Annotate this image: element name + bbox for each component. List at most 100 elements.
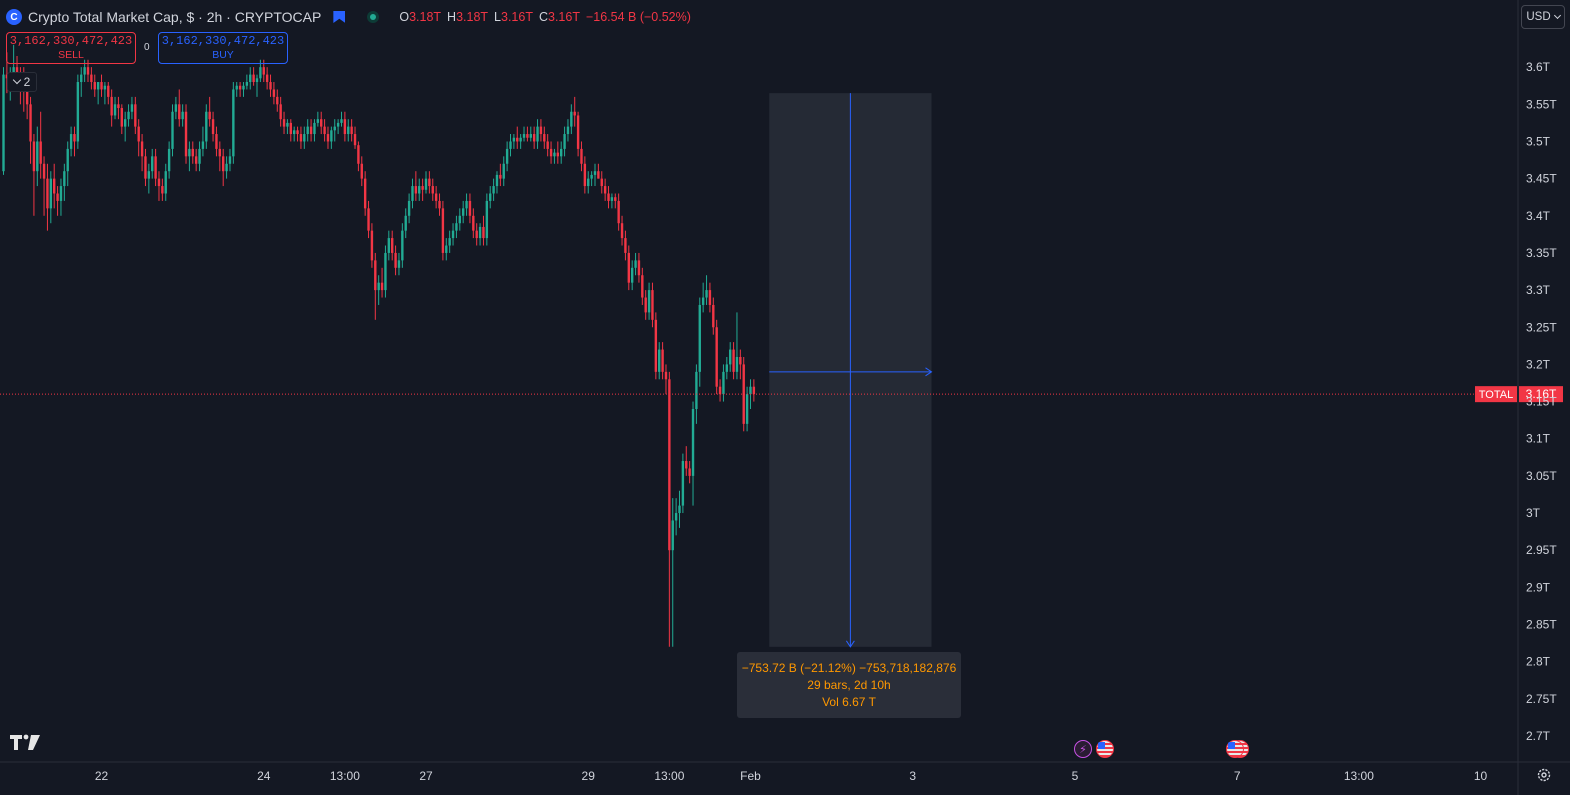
candle-body [191, 148, 194, 157]
candle [242, 82, 245, 97]
candle-body [137, 126, 140, 142]
candle [725, 356, 729, 380]
candle [512, 134, 516, 149]
price-tick-label: 2.95T [1526, 543, 1557, 557]
buy-price: 3,162,330,472,423 [161, 34, 285, 48]
currency-value: USD [1526, 11, 1551, 23]
candle [147, 163, 151, 194]
candle [708, 282, 712, 313]
candle-body [752, 386, 756, 395]
candle-body [384, 252, 387, 291]
bookmark-flag-icon[interactable] [333, 11, 345, 23]
candle-body [374, 260, 377, 291]
us-flag-event-icon[interactable] [1096, 740, 1114, 758]
candle [59, 178, 63, 216]
candle-body [76, 82, 80, 142]
candle [624, 230, 627, 261]
candle [745, 386, 749, 432]
candle [336, 119, 340, 135]
candle-body [418, 186, 421, 194]
candle [587, 171, 590, 194]
candle [685, 446, 688, 476]
candle-body [255, 78, 259, 83]
candle-body [492, 186, 495, 194]
price-tick-label: 2.85T [1526, 618, 1557, 632]
candle-body [299, 134, 303, 142]
candle [130, 96, 134, 120]
candle-body [556, 152, 560, 157]
spread-value: 0 [144, 42, 150, 53]
tradingview-logo-icon[interactable] [10, 732, 42, 750]
candle [144, 148, 147, 187]
candle-body [363, 178, 367, 209]
candle-body [238, 85, 242, 90]
candle-body [292, 130, 296, 135]
candle-body [576, 115, 580, 149]
candle-body [2, 74, 5, 172]
candle-body [668, 379, 671, 551]
candle [63, 163, 66, 201]
gear-icon[interactable] [1536, 767, 1552, 783]
candle [509, 134, 512, 157]
candle-body [630, 267, 634, 283]
market-status-icon[interactable] [367, 11, 380, 23]
price-tick-label: 3.05T [1526, 469, 1557, 483]
candle-body [637, 260, 641, 276]
time-tick-label: 13:00 [330, 769, 360, 783]
candle [681, 453, 685, 514]
candle-body [380, 282, 384, 291]
candle-body [276, 96, 279, 105]
currency-selector[interactable]: USD [1521, 5, 1565, 29]
candle [482, 215, 485, 246]
candle [93, 74, 96, 97]
candle [465, 193, 468, 216]
candle-body [120, 108, 123, 127]
candle-body [519, 137, 522, 142]
candle-body [641, 275, 644, 298]
candle-body [718, 386, 722, 395]
candle-body [539, 126, 543, 135]
candle-body [560, 148, 563, 157]
candle-body [495, 174, 499, 187]
candle-body [688, 468, 691, 476]
candle-body [205, 111, 208, 142]
candle-body [614, 197, 617, 201]
candle-body [580, 148, 583, 164]
last-price-label: TOTAL 3.16T [1475, 386, 1563, 403]
candle-body [502, 163, 505, 179]
us-flag-event-icon[interactable] [1226, 740, 1244, 758]
symbol-title[interactable]: Crypto Total Market Cap, $ · 2h · CRYPTO… [28, 9, 322, 25]
candle-body [154, 156, 157, 179]
candle [722, 364, 725, 402]
candle [171, 104, 174, 157]
sell-button[interactable]: 3,162,330,472,423 SELL [6, 32, 136, 64]
candle [282, 111, 286, 135]
buy-button[interactable]: 3,162,330,472,423 BUY [158, 32, 288, 64]
candle [211, 111, 215, 142]
price-tick-label: 2.9T [1526, 580, 1551, 594]
candle-body [245, 82, 249, 86]
candle [380, 267, 384, 298]
candle [705, 275, 708, 305]
candle-body [712, 304, 715, 328]
candle [718, 379, 722, 402]
candle [245, 74, 249, 90]
ohlc-values: O3.18T H3.18T L3.16T C3.16T −16.54 B (−0… [399, 10, 691, 24]
candle-body [32, 141, 36, 172]
candle-body [103, 85, 107, 90]
candle [580, 141, 583, 172]
candle [218, 141, 222, 172]
candle [627, 245, 630, 291]
candle [475, 223, 478, 246]
lightning-event-icon[interactable]: ⚡ [1074, 740, 1092, 758]
candle-body [475, 230, 478, 239]
candle [232, 82, 235, 164]
candle-body [232, 89, 235, 157]
indicators-toggle-button[interactable]: 2 [7, 72, 37, 92]
candle-body [242, 85, 245, 90]
candle [110, 89, 113, 127]
chart-legend: C Crypto Total Market Cap, $ · 2h · CRYP… [6, 6, 691, 28]
candle [53, 163, 56, 209]
candle-body [701, 297, 705, 305]
